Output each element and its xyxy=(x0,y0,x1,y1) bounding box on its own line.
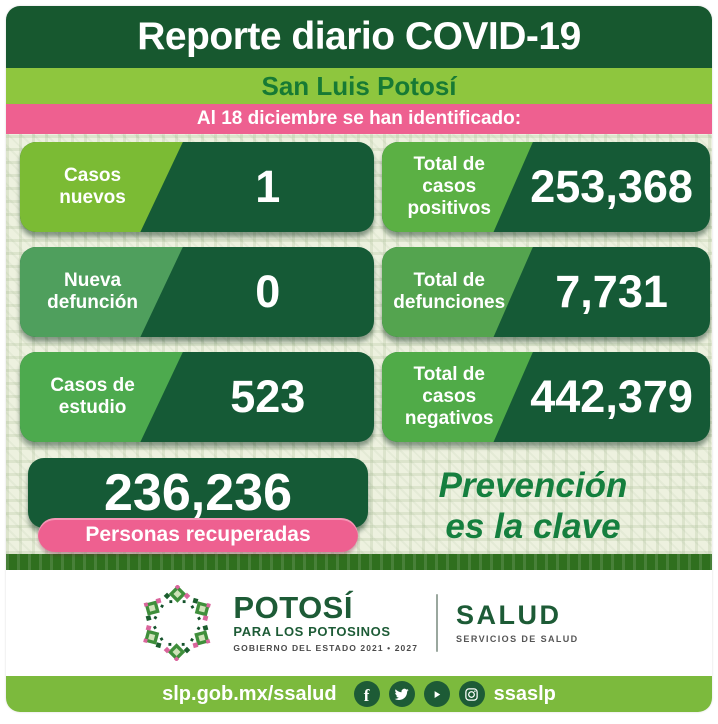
stat-label: Total de defunciones xyxy=(393,270,506,313)
date-banner-text: Al 18 diciembre se han identificado: xyxy=(196,108,522,129)
gov-logo-text: POTOSÍ PARA LOS POTOSINOS GOBIERNO DEL E… xyxy=(233,589,419,654)
potosi-rosette-emblem xyxy=(139,585,216,661)
stat-label: Casos nuevos xyxy=(59,165,126,208)
recovered-value: 236,236 xyxy=(28,458,368,528)
stat-value: 442,379 xyxy=(530,371,693,422)
stats-area: Casos nuevos 1 Total de casos positivos … xyxy=(6,134,712,554)
twitter-icon xyxy=(388,681,415,707)
covid-report-poster: Reporte diario COVID-19 San Luis Potosí … xyxy=(6,6,712,712)
instagram-icon xyxy=(458,681,485,707)
stat-card-casos-nuevos: Casos nuevos 1 xyxy=(20,142,374,232)
stat-card-total-negativos: Total de casos negativos 442,379 xyxy=(382,352,710,442)
state-name: San Luis Potosí xyxy=(261,70,457,101)
stat-value: 253,368 xyxy=(530,161,693,212)
gov-logo-subtext: GOBIERNO DEL ESTADO 2021 • 2027 xyxy=(233,643,419,654)
social-bottom-bar: slp.gob.mx/ssalud f ssaslp xyxy=(6,676,712,712)
state-subtitle-bar: San Luis Potosí xyxy=(6,68,712,104)
report-title-bar: Reporte diario COVID-19 xyxy=(6,6,712,68)
stat-label: Nueva defunción xyxy=(47,270,138,313)
bottom-row: 236,236 Personas recuperadas Prevención … xyxy=(6,442,712,554)
website-url: slp.gob.mx/ssalud xyxy=(162,682,337,705)
social-handle: ssaslp xyxy=(493,682,556,705)
date-banner: Al 18 diciembre se han identificado: xyxy=(6,104,712,134)
stat-card-casos-estudio: Casos de estudio 523 xyxy=(20,352,374,442)
facebook-icon: f xyxy=(353,681,380,707)
youtube-icon xyxy=(423,681,450,707)
tagline-line1: Prevención xyxy=(438,465,628,505)
stat-card-total-positivos: Total de casos positivos 253,368 xyxy=(382,142,710,232)
prevention-tagline: Prevención es la clave xyxy=(368,458,698,554)
salud-logo-name: SALUD xyxy=(456,600,562,630)
logos-footer: POTOSÍ PARA LOS POTOSINOS GOBIERNO DEL E… xyxy=(6,570,712,676)
stat-value: 1 xyxy=(255,161,281,212)
salud-logo-text: SALUD SERVICIOS DE SALUD xyxy=(456,600,579,645)
stats-grid: Casos nuevos 1 Total de casos positivos … xyxy=(6,134,712,442)
page-title: Reporte diario COVID-19 xyxy=(137,15,581,58)
stat-label: Total de casos negativos xyxy=(404,364,494,429)
stat-value: 523 xyxy=(230,371,306,422)
gov-logo-tagline: PARA LOS POTOSINOS xyxy=(233,624,391,640)
decorative-green-strip xyxy=(6,554,712,570)
stat-label: Total de casos positivos xyxy=(407,154,491,219)
salud-logo-subtext: SERVICIOS DE SALUD xyxy=(456,634,579,644)
stat-card-nueva-defuncion: Nueva defunción 0 xyxy=(20,247,374,337)
stat-value: 7,731 xyxy=(555,266,668,317)
stat-label: Casos de estudio xyxy=(50,375,135,418)
recovered-card: 236,236 Personas recuperadas xyxy=(28,458,368,554)
tagline-line2: es la clave xyxy=(445,507,621,546)
stat-card-total-defunciones: Total de defunciones 7,731 xyxy=(382,247,710,337)
recovered-label-pill: Personas recuperadas xyxy=(38,518,358,552)
logo-divider xyxy=(436,594,439,652)
gov-logo-name: POTOSÍ xyxy=(233,589,353,625)
stat-value: 0 xyxy=(255,266,281,317)
